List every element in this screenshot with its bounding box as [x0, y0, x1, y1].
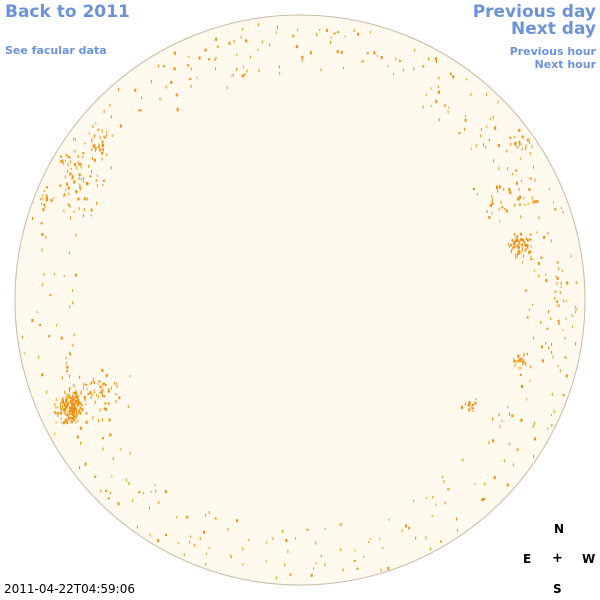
compass-center-icon: + [552, 551, 563, 566]
compass-west-label: W [582, 552, 596, 566]
see-facular-data-link[interactable]: See facular data [5, 44, 107, 57]
facula-points [21, 23, 577, 580]
next-hour-link[interactable]: Next hour [534, 58, 597, 71]
next-day-link[interactable]: Next day [511, 19, 596, 39]
back-to-year-link[interactable]: Back to 2011 [5, 2, 130, 22]
compass-north-label: N [554, 522, 565, 536]
observation-timestamp: 2011-04-22T04:59:06 [4, 582, 135, 596]
previous-day-link[interactable]: Previous day [472, 2, 596, 22]
solar-disk [14, 14, 586, 586]
compass-east-label: E [523, 552, 532, 566]
compass-south-label: S [553, 582, 562, 596]
previous-hour-link[interactable]: Previous hour [509, 45, 596, 58]
